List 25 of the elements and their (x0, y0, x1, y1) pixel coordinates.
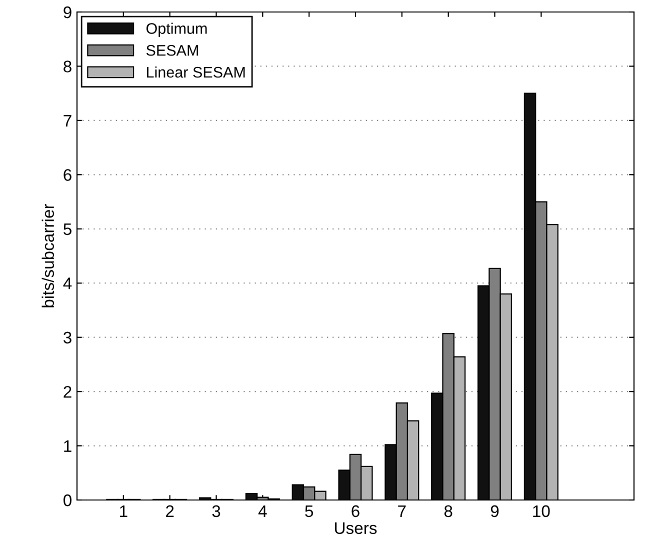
y-axis-title: bits/subcarrier (42, 204, 54, 308)
x-tick-label: 3 (212, 505, 220, 518)
legend-label: Optimum (146, 22, 207, 37)
legend-label: SESAM (146, 44, 198, 56)
x-tick-label: 10 (533, 505, 550, 518)
y-tick-label: 7 (64, 115, 72, 126)
x-tick-label: 4 (258, 505, 267, 517)
y-tick-label: 9 (64, 6, 72, 18)
x-axis-title: Users (335, 522, 377, 534)
x-tick-label: 7 (398, 505, 406, 517)
x-tick-label: 8 (444, 505, 452, 518)
y-tick-label: 0 (64, 494, 72, 506)
y-tick-label: 3 (64, 332, 72, 344)
y-tick-label: 5 (64, 223, 72, 236)
y-tick-label: 6 (64, 169, 72, 181)
y-tick-label: 8 (64, 60, 72, 72)
x-tick-label: 2 (166, 505, 174, 517)
x-tick-label: 6 (352, 505, 360, 518)
y-tick-label: 1 (64, 440, 72, 452)
x-tick-label: 1 (120, 505, 128, 517)
y-tick-label: 2 (64, 386, 72, 398)
legend-label: Linear SESAM (147, 66, 245, 78)
y-tick-label: 4 (63, 278, 72, 290)
x-tick-label: 9 (490, 505, 499, 518)
x-tick-label: 5 (305, 505, 314, 518)
